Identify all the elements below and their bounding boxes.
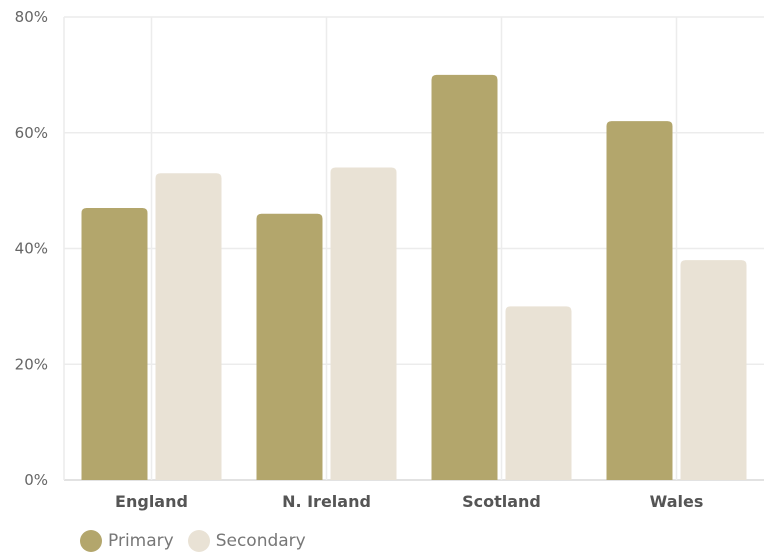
xtick-label-n-ireland: N. Ireland <box>282 492 371 511</box>
bar-secondary-wales <box>680 260 747 480</box>
bar-primary-n-ireland <box>256 213 323 480</box>
xtick-label-scotland: Scotland <box>462 492 541 511</box>
legend-item-primary[interactable]: Primary <box>80 530 174 552</box>
bar-secondary-england <box>155 173 222 480</box>
bar-primary-england <box>81 207 148 481</box>
ytick-label-20: 20% <box>15 355 48 373</box>
legend-label-primary: Primary <box>108 531 174 551</box>
bar-secondary-scotland <box>505 306 572 480</box>
bar-secondary-n-ireland <box>330 167 397 480</box>
xtick-label-england: England <box>115 492 188 511</box>
legend: Primary Secondary <box>80 530 306 552</box>
ytick-label-40: 40% <box>15 240 48 258</box>
ytick-label-0: 0% <box>24 471 48 489</box>
bars-layer <box>81 74 747 481</box>
axis-layer: 0% 20% 40% 60% 80% England N. Ireland Scotland W… <box>15 8 704 511</box>
legend-swatch-secondary <box>187 530 210 552</box>
ytick-label-60: 60% <box>15 124 48 142</box>
ytick-label-80: 80% <box>15 8 48 26</box>
legend-label-secondary: Secondary <box>215 531 306 551</box>
xtick-label-wales: Wales <box>650 492 704 511</box>
legend-swatch-primary <box>80 530 102 552</box>
legend-item-secondary[interactable]: Secondary <box>187 530 306 552</box>
bar-primary-scotland <box>431 74 498 480</box>
bar-primary-wales <box>606 121 673 481</box>
